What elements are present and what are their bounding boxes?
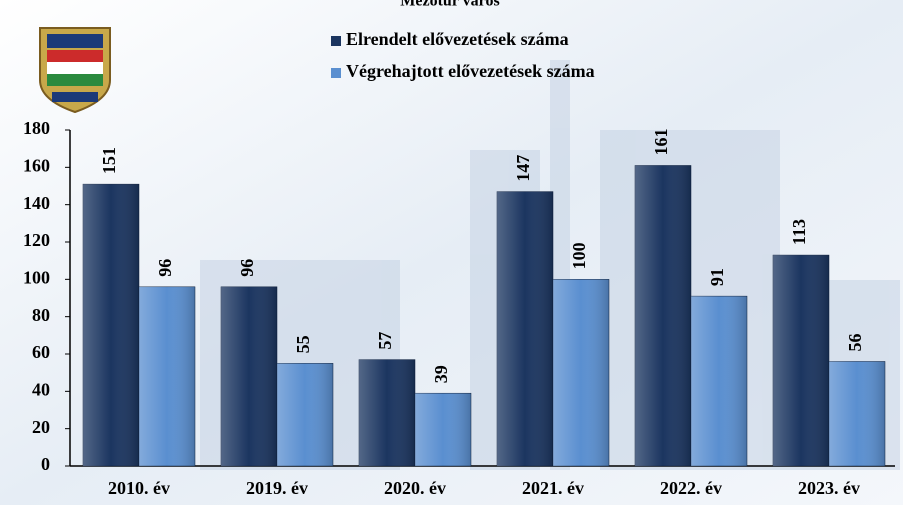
x-tick-label: 2023. év: [798, 478, 860, 498]
bar-shine: [277, 363, 333, 466]
value-label: 96: [155, 259, 175, 277]
bar-shine: [359, 359, 415, 466]
y-tick-label: 60: [32, 342, 50, 362]
y-tick-label: 160: [23, 155, 50, 175]
bar-shine: [139, 286, 195, 466]
y-tick-label: 80: [32, 305, 50, 325]
y-tick-label: 20: [32, 417, 50, 437]
y-tick-label: 180: [23, 118, 50, 138]
legend-marker: [331, 68, 341, 78]
x-tick-label: 2010. év: [108, 478, 170, 498]
value-label: 55: [293, 335, 313, 353]
y-tick-label: 120: [23, 230, 50, 250]
value-label: 91: [707, 268, 727, 286]
value-label: 56: [845, 333, 865, 351]
legend-marker: [331, 36, 341, 46]
x-tick-label: 2022. év: [660, 478, 722, 498]
bar-shine: [773, 255, 829, 466]
value-label: 161: [651, 128, 671, 155]
x-tick-label: 2019. év: [246, 478, 308, 498]
bar-shine: [829, 361, 885, 466]
bar-shine: [691, 296, 747, 466]
bar-shine: [415, 393, 471, 466]
legend-label: Végrehajtott elővezetések száma: [346, 61, 595, 81]
bar-shine: [497, 191, 553, 466]
bar-shine: [553, 279, 609, 466]
bar-shine: [221, 286, 277, 466]
value-label: 113: [789, 219, 809, 245]
x-tick-label: 2020. év: [384, 478, 446, 498]
police-logo: [39, 27, 111, 114]
bar-shine: [635, 165, 691, 466]
value-label: 39: [431, 365, 451, 383]
y-tick-label: 40: [32, 379, 50, 399]
value-label: 57: [375, 332, 395, 350]
x-tick-label: 2021. év: [522, 478, 584, 498]
bar-shine: [83, 184, 139, 466]
value-label: 96: [237, 259, 257, 277]
legend-label: Elrendelt elővezetések száma: [346, 29, 569, 49]
value-label: 151: [99, 147, 119, 174]
y-tick-label: 0: [41, 454, 50, 474]
value-label: 100: [569, 242, 589, 269]
y-tick-label: 140: [23, 193, 50, 213]
value-label: 147: [513, 155, 533, 182]
chart-title: Mezőtúr város: [400, 0, 499, 10]
y-tick-label: 100: [23, 267, 50, 287]
